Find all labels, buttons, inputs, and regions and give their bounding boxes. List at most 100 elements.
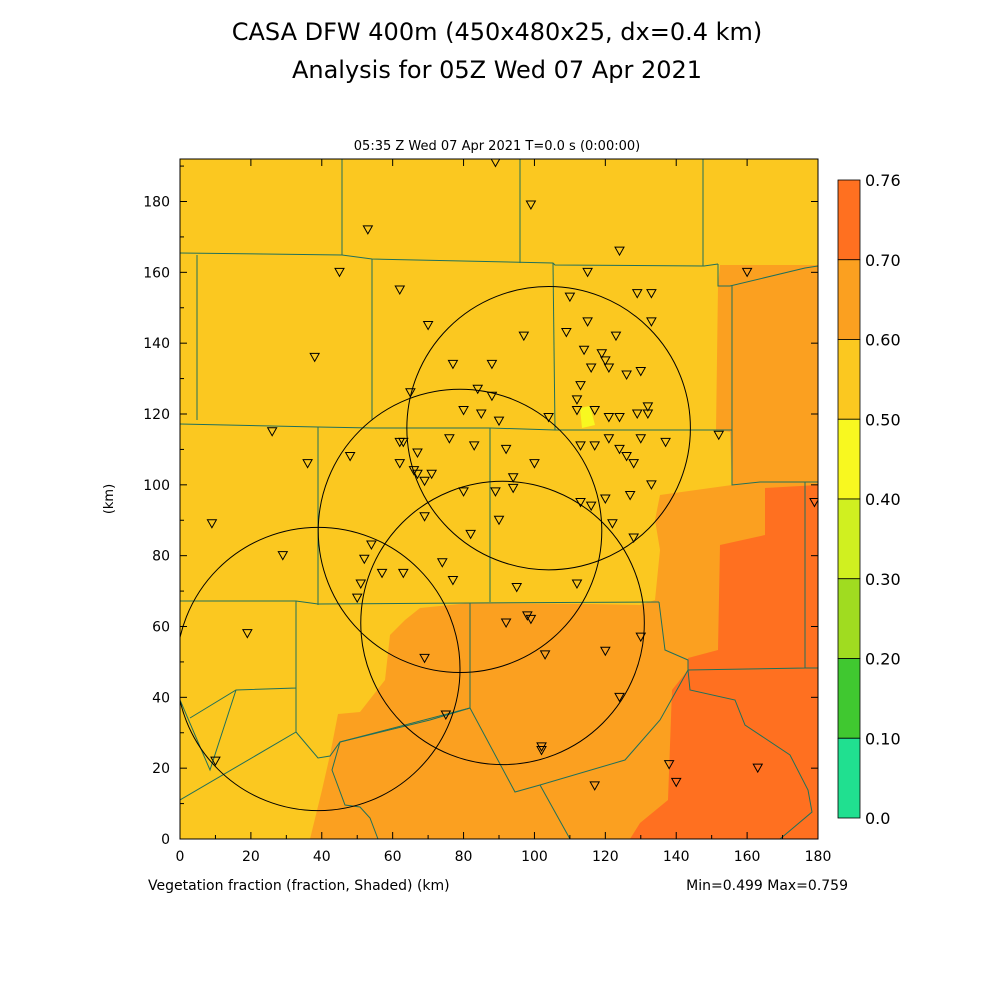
station-marker bbox=[241, 629, 253, 639]
colorbar-segment bbox=[837, 658, 861, 739]
station-marker bbox=[486, 391, 498, 402]
y-axis-unit-label: (km) bbox=[102, 484, 117, 514]
station-marker bbox=[599, 494, 611, 505]
station-marker bbox=[426, 469, 438, 480]
colorbar-label: 0.10 bbox=[865, 729, 901, 748]
x-axis: 0 20 40 60 80 100 120 140 160 180 bbox=[176, 159, 831, 865]
x-tick-label: 120 bbox=[592, 849, 619, 865]
colorbar-label: 0.60 bbox=[865, 331, 901, 350]
radar-circle-3 bbox=[406, 286, 691, 571]
station-marker bbox=[351, 593, 363, 604]
station-marker bbox=[358, 554, 370, 565]
station-marker bbox=[596, 349, 608, 359]
station-marker bbox=[397, 568, 409, 579]
station-marker bbox=[344, 452, 356, 462]
station-marker bbox=[621, 452, 632, 462]
station-marker bbox=[376, 568, 388, 579]
y-tick-label: 40 bbox=[152, 690, 170, 706]
station-marker bbox=[585, 501, 597, 512]
colorbar-segment bbox=[837, 498, 861, 580]
station-marker bbox=[607, 519, 618, 529]
station-marker bbox=[465, 529, 476, 540]
station-marker bbox=[412, 469, 423, 480]
x-tick-label: 40 bbox=[313, 849, 331, 865]
station-marker bbox=[397, 437, 409, 448]
y-tick-label: 100 bbox=[143, 478, 170, 494]
station-marker bbox=[458, 405, 469, 416]
station-marker bbox=[582, 267, 593, 278]
station-marker bbox=[500, 618, 512, 628]
station-marker bbox=[493, 515, 505, 526]
x-tick-label: 100 bbox=[521, 849, 548, 865]
station-marker bbox=[589, 405, 601, 416]
station-marker bbox=[603, 434, 615, 444]
station-marker bbox=[394, 285, 406, 296]
station-marker bbox=[511, 583, 523, 593]
station-marker bbox=[529, 459, 540, 469]
x-tick-label: 0 bbox=[176, 849, 185, 865]
station-marker bbox=[539, 650, 551, 660]
station-marker bbox=[589, 441, 601, 451]
station-marker bbox=[713, 430, 725, 441]
station-marker bbox=[635, 632, 647, 643]
station-markers bbox=[206, 159, 818, 791]
station-marker bbox=[493, 416, 505, 427]
station-marker bbox=[490, 487, 501, 497]
station-marker bbox=[582, 317, 593, 327]
field-region-high bbox=[630, 485, 818, 839]
station-marker bbox=[447, 575, 459, 586]
station-marker bbox=[543, 413, 554, 423]
station-marker bbox=[206, 519, 218, 529]
station-marker bbox=[571, 579, 583, 590]
colorbar-label: 0.50 bbox=[865, 410, 901, 429]
station-marker bbox=[628, 533, 640, 543]
colorbar-segment bbox=[837, 418, 861, 500]
station-marker bbox=[525, 200, 537, 211]
field-region-light-pocket bbox=[460, 262, 705, 500]
station-marker bbox=[603, 363, 615, 373]
station-marker bbox=[614, 692, 625, 703]
colorbar: 0.76 0.70 0.60 0.50 0.40 0.30 0.20 0.10 0.0 bbox=[837, 171, 901, 828]
y-tick-label: 20 bbox=[152, 761, 170, 777]
x-tick-label: 160 bbox=[734, 849, 761, 865]
station-marker bbox=[412, 448, 423, 458]
valid-time-label: 05:35 Z Wed 07 Apr 2021 T=0.0 s (0:00:00… bbox=[354, 139, 640, 154]
station-marker bbox=[628, 459, 640, 469]
station-marker bbox=[500, 444, 512, 455]
radar-circle-2 bbox=[317, 388, 603, 674]
station-marker bbox=[419, 653, 430, 664]
station-marker bbox=[468, 441, 480, 451]
station-marker bbox=[440, 710, 452, 721]
station-marker bbox=[366, 540, 377, 551]
station-marker bbox=[472, 384, 484, 395]
colorbar-label: 0.0 bbox=[865, 809, 890, 828]
station-marker bbox=[621, 370, 632, 381]
station-marker bbox=[635, 434, 647, 444]
station-marker bbox=[458, 487, 469, 497]
y-tick-label: 60 bbox=[152, 620, 170, 636]
station-marker bbox=[575, 381, 586, 391]
station-marker bbox=[663, 760, 675, 770]
county-boundaries bbox=[180, 159, 818, 839]
station-marker bbox=[355, 579, 367, 590]
colorbar-label: 0.20 bbox=[865, 650, 901, 669]
station-marker bbox=[422, 320, 434, 331]
station-marker bbox=[589, 781, 601, 791]
x-tick-label: 60 bbox=[384, 849, 402, 865]
colorbar-segment bbox=[837, 737, 861, 819]
y-tick-label: 160 bbox=[143, 265, 170, 281]
colorbar-segment bbox=[837, 259, 861, 340]
figure-title-line2: Analysis for 05Z Wed 07 Apr 2021 bbox=[292, 56, 702, 84]
station-marker bbox=[635, 367, 647, 377]
figure-title-line1: CASA DFW 400m (450x480x25, dx=0.4 km) bbox=[232, 18, 763, 46]
station-marker bbox=[266, 427, 278, 437]
colorbar-segment bbox=[837, 578, 861, 659]
x-tick-label: 140 bbox=[663, 849, 690, 865]
station-marker bbox=[646, 317, 657, 327]
station-marker bbox=[585, 363, 597, 373]
station-marker bbox=[490, 159, 501, 168]
station-marker bbox=[405, 388, 416, 398]
station-marker bbox=[309, 352, 321, 363]
station-marker bbox=[210, 756, 221, 767]
station-marker bbox=[536, 745, 547, 756]
